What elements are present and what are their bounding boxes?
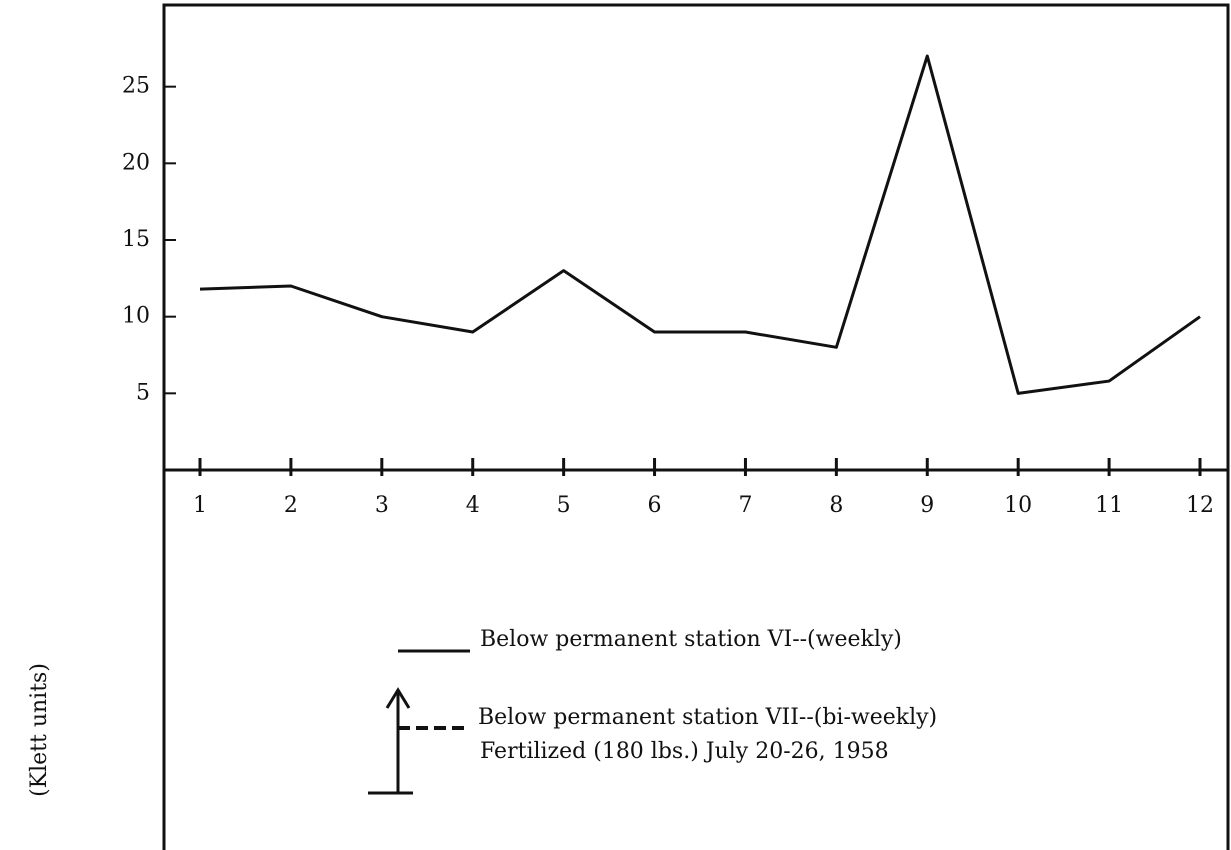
y-tick-label: 10 — [122, 304, 150, 329]
x-tick-label: 10 — [1004, 493, 1032, 518]
y-tick-label: 25 — [122, 74, 150, 99]
x-tick-label: 2 — [284, 493, 298, 518]
x-tick-label: 7 — [738, 493, 752, 518]
x-tick-label: 3 — [375, 493, 389, 518]
legend-label: Below permanent station VI--(weekly) — [480, 627, 902, 652]
x-tick-label: 11 — [1095, 493, 1123, 518]
x-tick-label: 4 — [466, 493, 480, 518]
annotation: Fertilized (180 lbs.) July 20-26, 1958 — [480, 739, 889, 764]
x-tick-label: 5 — [557, 493, 571, 518]
y-axis-label: (Klett units) — [27, 663, 52, 797]
arrow-icon — [368, 687, 413, 795]
y-tick-label: 15 — [122, 227, 150, 252]
y-tick-label: 5 — [136, 380, 150, 405]
x-tick-label: 9 — [920, 493, 934, 518]
data-line — [199, 54, 1201, 395]
x-tick-label: 6 — [648, 493, 662, 518]
x-tick-label: 1 — [193, 493, 207, 518]
x-tick-label: 8 — [829, 493, 843, 518]
frame — [162, 3, 1230, 850]
x-tick-label: 12 — [1186, 493, 1214, 518]
y-tick-label: 20 — [122, 150, 150, 175]
legend-label: Below permanent station VII--(bi-weekly) — [478, 705, 937, 730]
